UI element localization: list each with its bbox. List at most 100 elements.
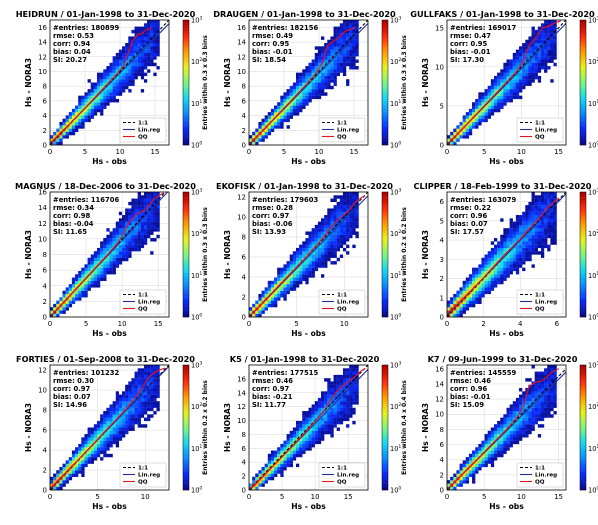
qq-line <box>449 368 559 488</box>
colorbar-tick-label: 103 <box>390 188 401 197</box>
stats-line: SI: 17.30 <box>450 56 484 64</box>
y-tick-label: 10 <box>38 235 47 243</box>
fit-lines <box>249 365 368 490</box>
x-axis-label: Hs - obs <box>92 157 127 166</box>
x-tick-label: 0 <box>247 148 251 156</box>
stats-line: SI: 15.09 <box>450 401 484 409</box>
legend-label: Lin.reg <box>138 300 160 306</box>
y-tick-label: 5 <box>440 217 444 225</box>
legend-label: 1:1 <box>535 121 545 127</box>
legend-label: 1:1 <box>337 121 347 127</box>
y-tick-label: 8 <box>242 431 246 439</box>
x-axis-label: Hs - obs <box>92 502 127 511</box>
stats-line: bias: -0.01 <box>450 393 491 401</box>
x-tick-label: 10 <box>517 148 526 156</box>
colorbar-tick-label: 102 <box>191 57 202 66</box>
colorbar-tick-label: 102 <box>390 229 401 238</box>
fit-lines <box>447 192 566 317</box>
y-tick-label: 8 <box>440 426 444 434</box>
legend-label: 1:1 <box>337 466 347 472</box>
stats-line: #entries: 145559 <box>450 369 516 377</box>
y-tick-label: 0 <box>43 487 47 495</box>
x-tick-label: 4 <box>518 320 523 328</box>
x-axis-label: Hs - obs <box>291 329 326 338</box>
x-tick-label: 10 <box>141 493 150 501</box>
plot-frame <box>248 364 369 491</box>
colorbar-tick-label: 102 <box>588 229 598 238</box>
stats-line: SI: 13.93 <box>252 228 286 236</box>
stats-line: #entries: 163079 <box>450 196 516 204</box>
colorbar-tick-label: 100 <box>390 486 401 495</box>
stats-line: #entries: 169017 <box>450 24 516 32</box>
qq-line <box>52 192 165 315</box>
x-tick-label: 15 <box>554 148 563 156</box>
colorbar-tick-label: 101 <box>588 444 598 453</box>
y-tick-label: 6 <box>43 427 48 435</box>
fit-lines <box>447 20 566 145</box>
legend-label: Lin.reg <box>138 473 160 479</box>
plot-frame <box>446 364 567 491</box>
legend-label: Lin.reg <box>337 473 359 479</box>
y-axis-label: Hs - NORA3 <box>223 230 232 279</box>
y-tick-label: 10 <box>237 214 246 222</box>
y-tick-label: 1 <box>440 294 444 302</box>
scatter-panel-6: CLIPPER / 18-Feb-1999 to 31-Dec-2020 0 2 4 6… <box>414 181 598 338</box>
x-tick-label: 0 <box>48 493 52 501</box>
y-tick-label: 4 <box>440 237 445 245</box>
x-tick-label: 0 <box>445 148 449 156</box>
scatter-panel-1: HEIDRUN / 01-Jan-1998 to 31-Dec-2020 0 5 10… <box>16 9 209 166</box>
y-tick-label: 4 <box>43 447 48 455</box>
x-tick-label: 5 <box>294 320 298 328</box>
x-tick-label: 10 <box>340 320 349 328</box>
y-tick-label: 4 <box>43 282 48 290</box>
legend-label: QQ <box>535 135 545 141</box>
y-tick-label: 8 <box>43 251 47 259</box>
legend-label: QQ <box>535 480 545 486</box>
x-tick-label: 5 <box>83 148 87 156</box>
y-tick-label: 16 <box>237 375 246 383</box>
colorbar-tick-label: 100 <box>588 141 598 150</box>
legend-label: QQ <box>337 307 347 313</box>
stats-line: #entries: 116706 <box>53 196 119 204</box>
y-tick-label: 14 <box>38 39 47 47</box>
colorbar-tick-label: 100 <box>191 141 202 150</box>
x-tick-label: 15 <box>554 493 563 501</box>
qq-line <box>450 197 560 313</box>
y-tick-label: 2 <box>242 294 246 302</box>
colorbar-tick-label: 101 <box>390 99 401 108</box>
colorbar-tick-label: 102 <box>191 229 202 238</box>
y-axis-label: Hs - NORA3 <box>421 58 430 107</box>
fit-lines <box>50 20 169 145</box>
colorbar-frame <box>182 19 190 146</box>
x-tick-label: 10 <box>116 148 125 156</box>
y-tick-label: 14 <box>38 204 47 212</box>
fit-lines <box>249 20 368 145</box>
legend-label: 1:1 <box>535 293 545 299</box>
x-tick-label: 5 <box>482 493 486 501</box>
x-axis-label: Hs - obs <box>489 329 524 338</box>
stats-line: corr: 0.97 <box>252 212 290 220</box>
qq-line <box>52 27 153 142</box>
panel-title: FORTIES / 01-Sep-2008 to 31-Dec-2020 <box>16 354 195 364</box>
colorbar-tick-label: 102 <box>390 57 401 66</box>
x-tick-label: 5 <box>95 493 99 501</box>
stats-line: rmse: 0.47 <box>450 32 491 40</box>
colorbar-tick-label: 101 <box>588 271 598 280</box>
colorbar-tick-label: 101 <box>191 99 202 108</box>
y-axis-label: Hs - NORA3 <box>24 58 33 107</box>
x-axis-label: Hs - obs <box>489 157 524 166</box>
one-to-one-line <box>447 368 566 490</box>
y-axis-label: Hs - NORA3 <box>223 403 232 452</box>
colorbar-frame <box>381 364 389 491</box>
y-tick-label: 6 <box>43 97 48 105</box>
colorbar-frame <box>381 19 389 146</box>
legend-label: QQ <box>138 480 148 486</box>
y-tick-label: 8 <box>242 83 246 91</box>
legend-label: QQ <box>138 307 148 313</box>
colorbar-tick-label: 103 <box>191 361 202 370</box>
colorbar-tick-label: 103 <box>390 16 401 25</box>
